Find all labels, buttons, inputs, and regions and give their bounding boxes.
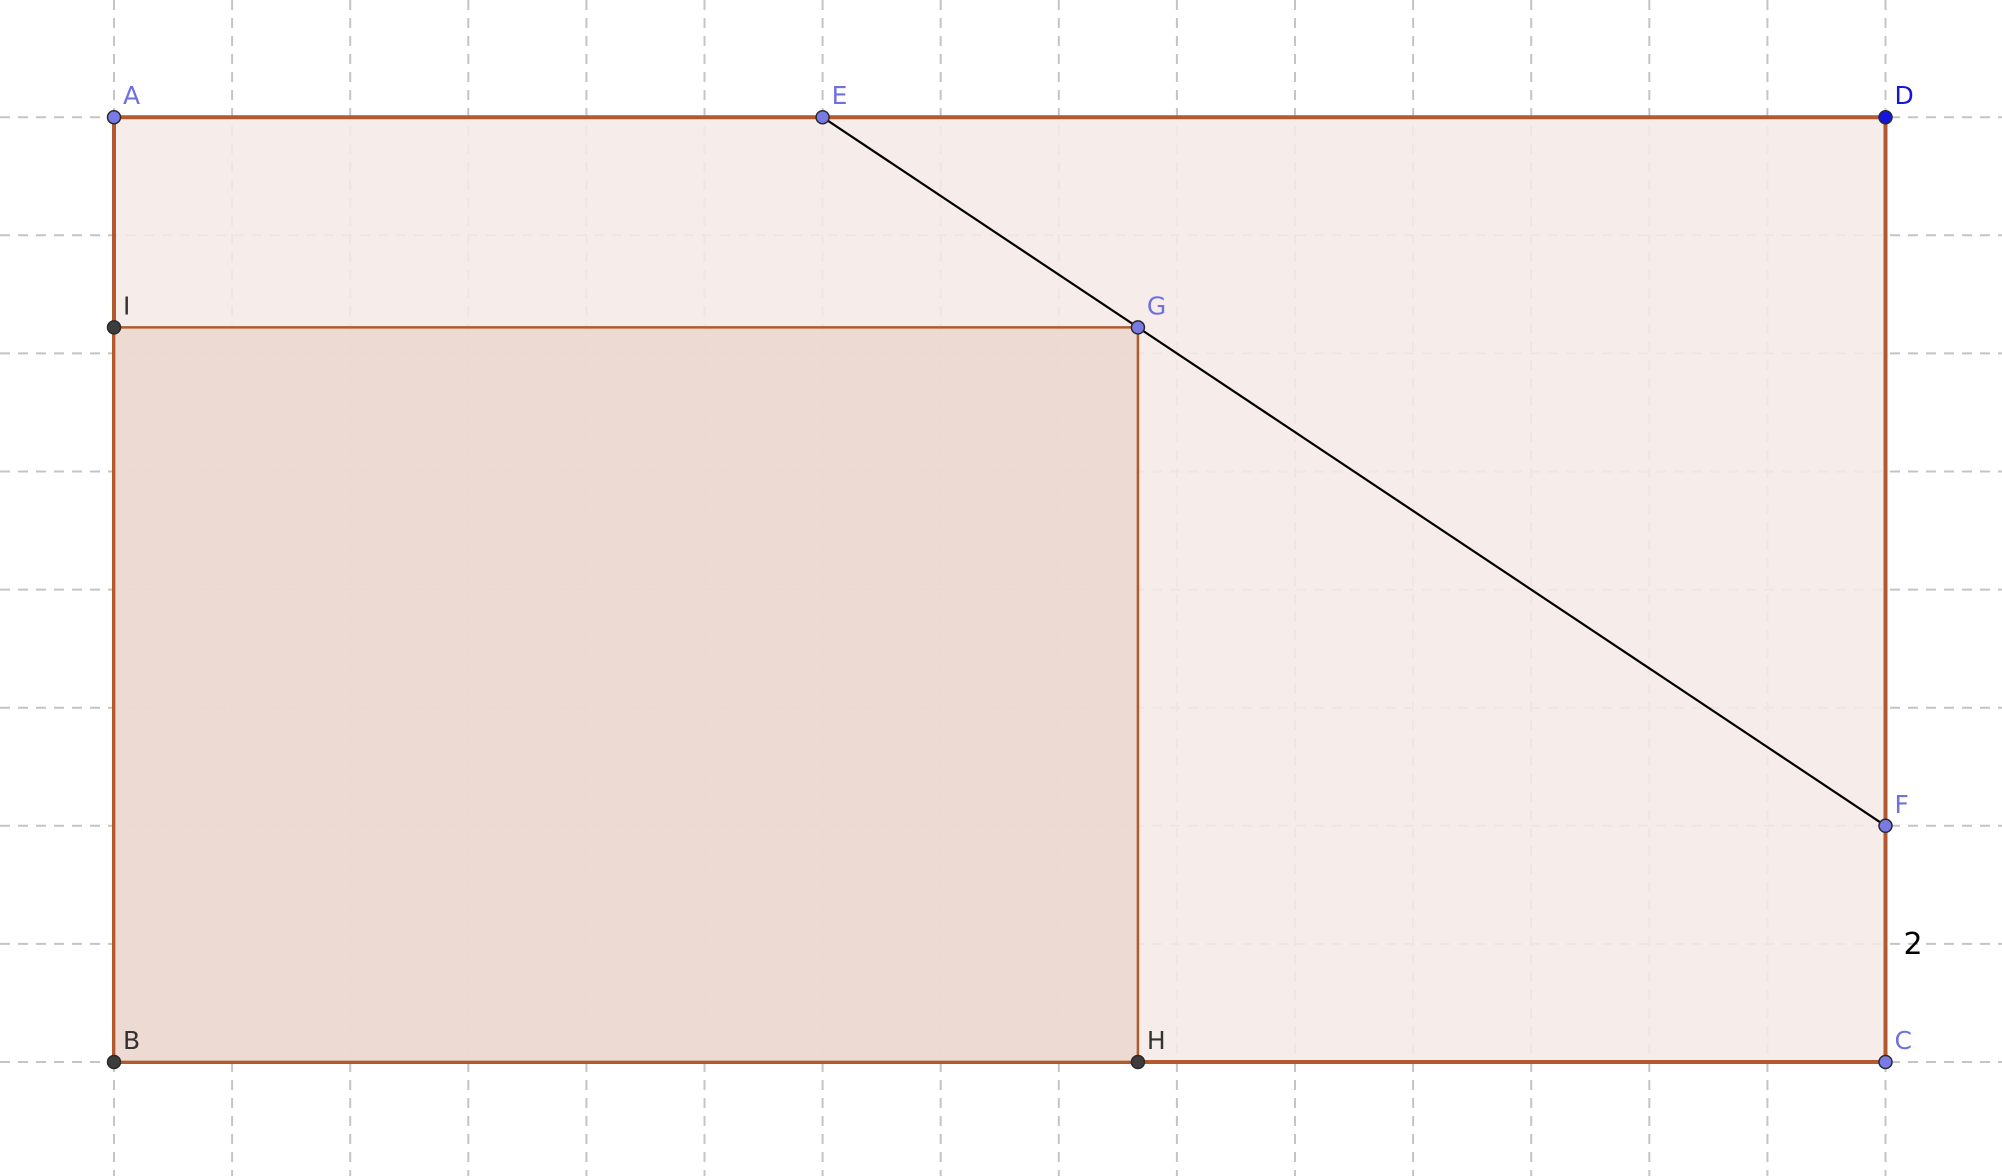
point-label-C: C	[1895, 1026, 1912, 1055]
point-G[interactable]	[1130, 320, 1146, 335]
point-label-A: A	[123, 81, 140, 110]
polygon-rect-BHGI[interactable]	[112, 326, 1140, 1064]
point-B[interactable]	[106, 1054, 122, 1070]
point-H[interactable]	[1130, 1054, 1146, 1070]
point-label-I: I	[123, 291, 130, 320]
point-A[interactable]	[106, 109, 122, 125]
segment-EF[interactable]	[821, 116, 1887, 827]
measure-label-FC-length: 2	[1904, 927, 1923, 962]
label-layer: A E D I G F B H C 2	[123, 81, 1923, 1055]
point-C[interactable]	[1878, 1054, 1893, 1070]
point-E[interactable]	[815, 109, 830, 125]
point-label-F: F	[1895, 790, 1909, 819]
point-D[interactable]	[1878, 109, 1893, 125]
point-F[interactable]	[1878, 818, 1893, 834]
point-layer	[106, 109, 1893, 1070]
polygon-layer	[112, 115, 1888, 1064]
point-I[interactable]	[106, 320, 122, 335]
point-label-D: D	[1895, 81, 1914, 110]
point-label-G: G	[1147, 291, 1166, 320]
point-label-E: E	[832, 81, 848, 110]
point-label-H: H	[1147, 1026, 1166, 1055]
segment-layer	[821, 116, 1887, 827]
point-label-B: B	[123, 1026, 140, 1055]
